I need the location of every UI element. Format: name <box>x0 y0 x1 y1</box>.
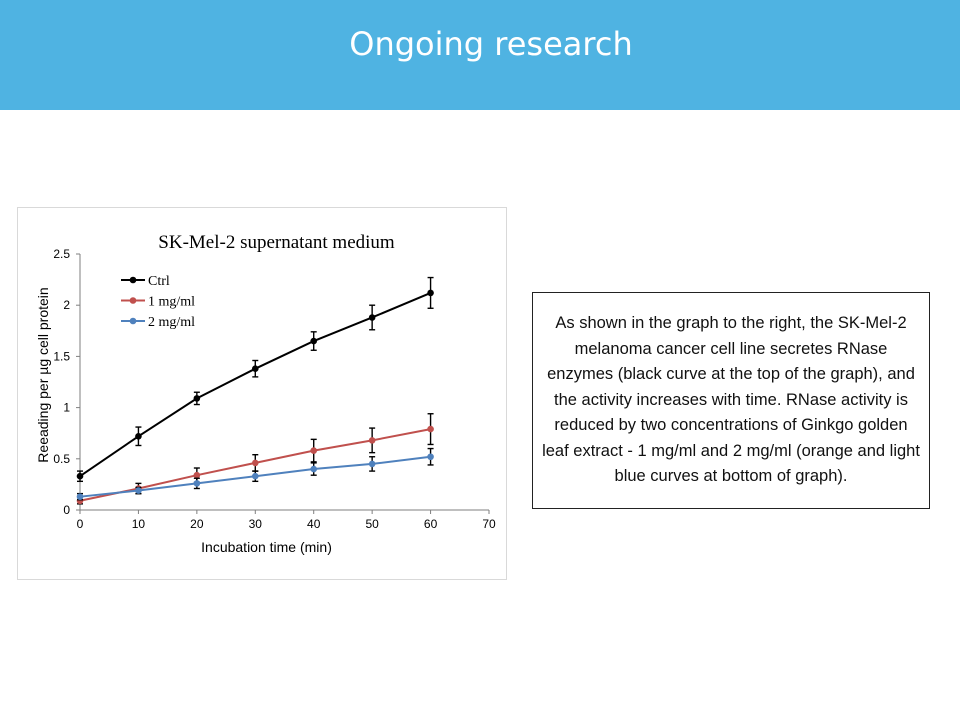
legend-swatch-marker <box>129 297 137 304</box>
data-point <box>251 472 259 480</box>
y-tick-label: 1.5 <box>53 349 70 363</box>
data-point <box>368 460 376 468</box>
data-point <box>427 425 434 433</box>
chart-title: SK-Mel-2 supernatant medium <box>158 232 395 253</box>
x-tick-label: 20 <box>190 517 204 531</box>
x-tick-label: 50 <box>365 517 379 531</box>
y-tick-label: 2.5 <box>53 247 70 261</box>
y-tick-label: 0.5 <box>53 452 70 466</box>
x-tick-label: 10 <box>132 517 146 531</box>
y-axis-label: Reeading per µg cell protein <box>35 287 51 462</box>
data-point <box>310 337 318 345</box>
data-point <box>368 437 376 444</box>
legend-label: 2 mg/ml <box>148 315 195 330</box>
data-point <box>193 471 201 479</box>
data-point <box>135 487 142 494</box>
description-box: As shown in the graph to the right, the … <box>532 292 930 509</box>
data-point <box>368 314 376 321</box>
title-banner: Ongoing research <box>0 0 960 110</box>
data-point <box>135 432 142 440</box>
data-point <box>193 480 201 487</box>
description-text: As shown in the graph to the right, the … <box>542 314 920 486</box>
data-point <box>427 453 434 461</box>
legend-label: Ctrl <box>148 274 170 289</box>
legend-swatch-marker <box>129 276 137 284</box>
x-tick-label: 70 <box>482 517 496 531</box>
data-point <box>76 493 84 500</box>
x-axis-label: Incubation time (min) <box>201 539 332 555</box>
series-2-mg-ml <box>76 447 434 501</box>
x-tick-label: 40 <box>307 517 321 531</box>
legend-swatch-marker <box>129 317 137 325</box>
data-point <box>251 365 259 372</box>
chart-panel: SK-Mel-2 supernatant medium 0 10 20 30 40 50 60… <box>17 207 507 580</box>
y-tick-label: 2 <box>63 298 70 312</box>
data-point <box>76 472 84 480</box>
data-point <box>310 465 318 473</box>
data-point <box>427 289 434 297</box>
y-tick-label: 0 <box>63 503 70 517</box>
y-tick-label: 1 <box>63 401 70 415</box>
x-tick-label: 30 <box>249 517 263 531</box>
x-tick-label: 60 <box>424 517 438 531</box>
page-title: Ongoing research <box>349 25 633 63</box>
data-point <box>193 395 201 402</box>
series-ctrl <box>76 276 434 483</box>
legend-label: 1 mg/ml <box>148 295 195 310</box>
x-tick-label: 0 <box>77 517 84 531</box>
data-point <box>310 447 318 454</box>
data-point <box>251 459 259 467</box>
